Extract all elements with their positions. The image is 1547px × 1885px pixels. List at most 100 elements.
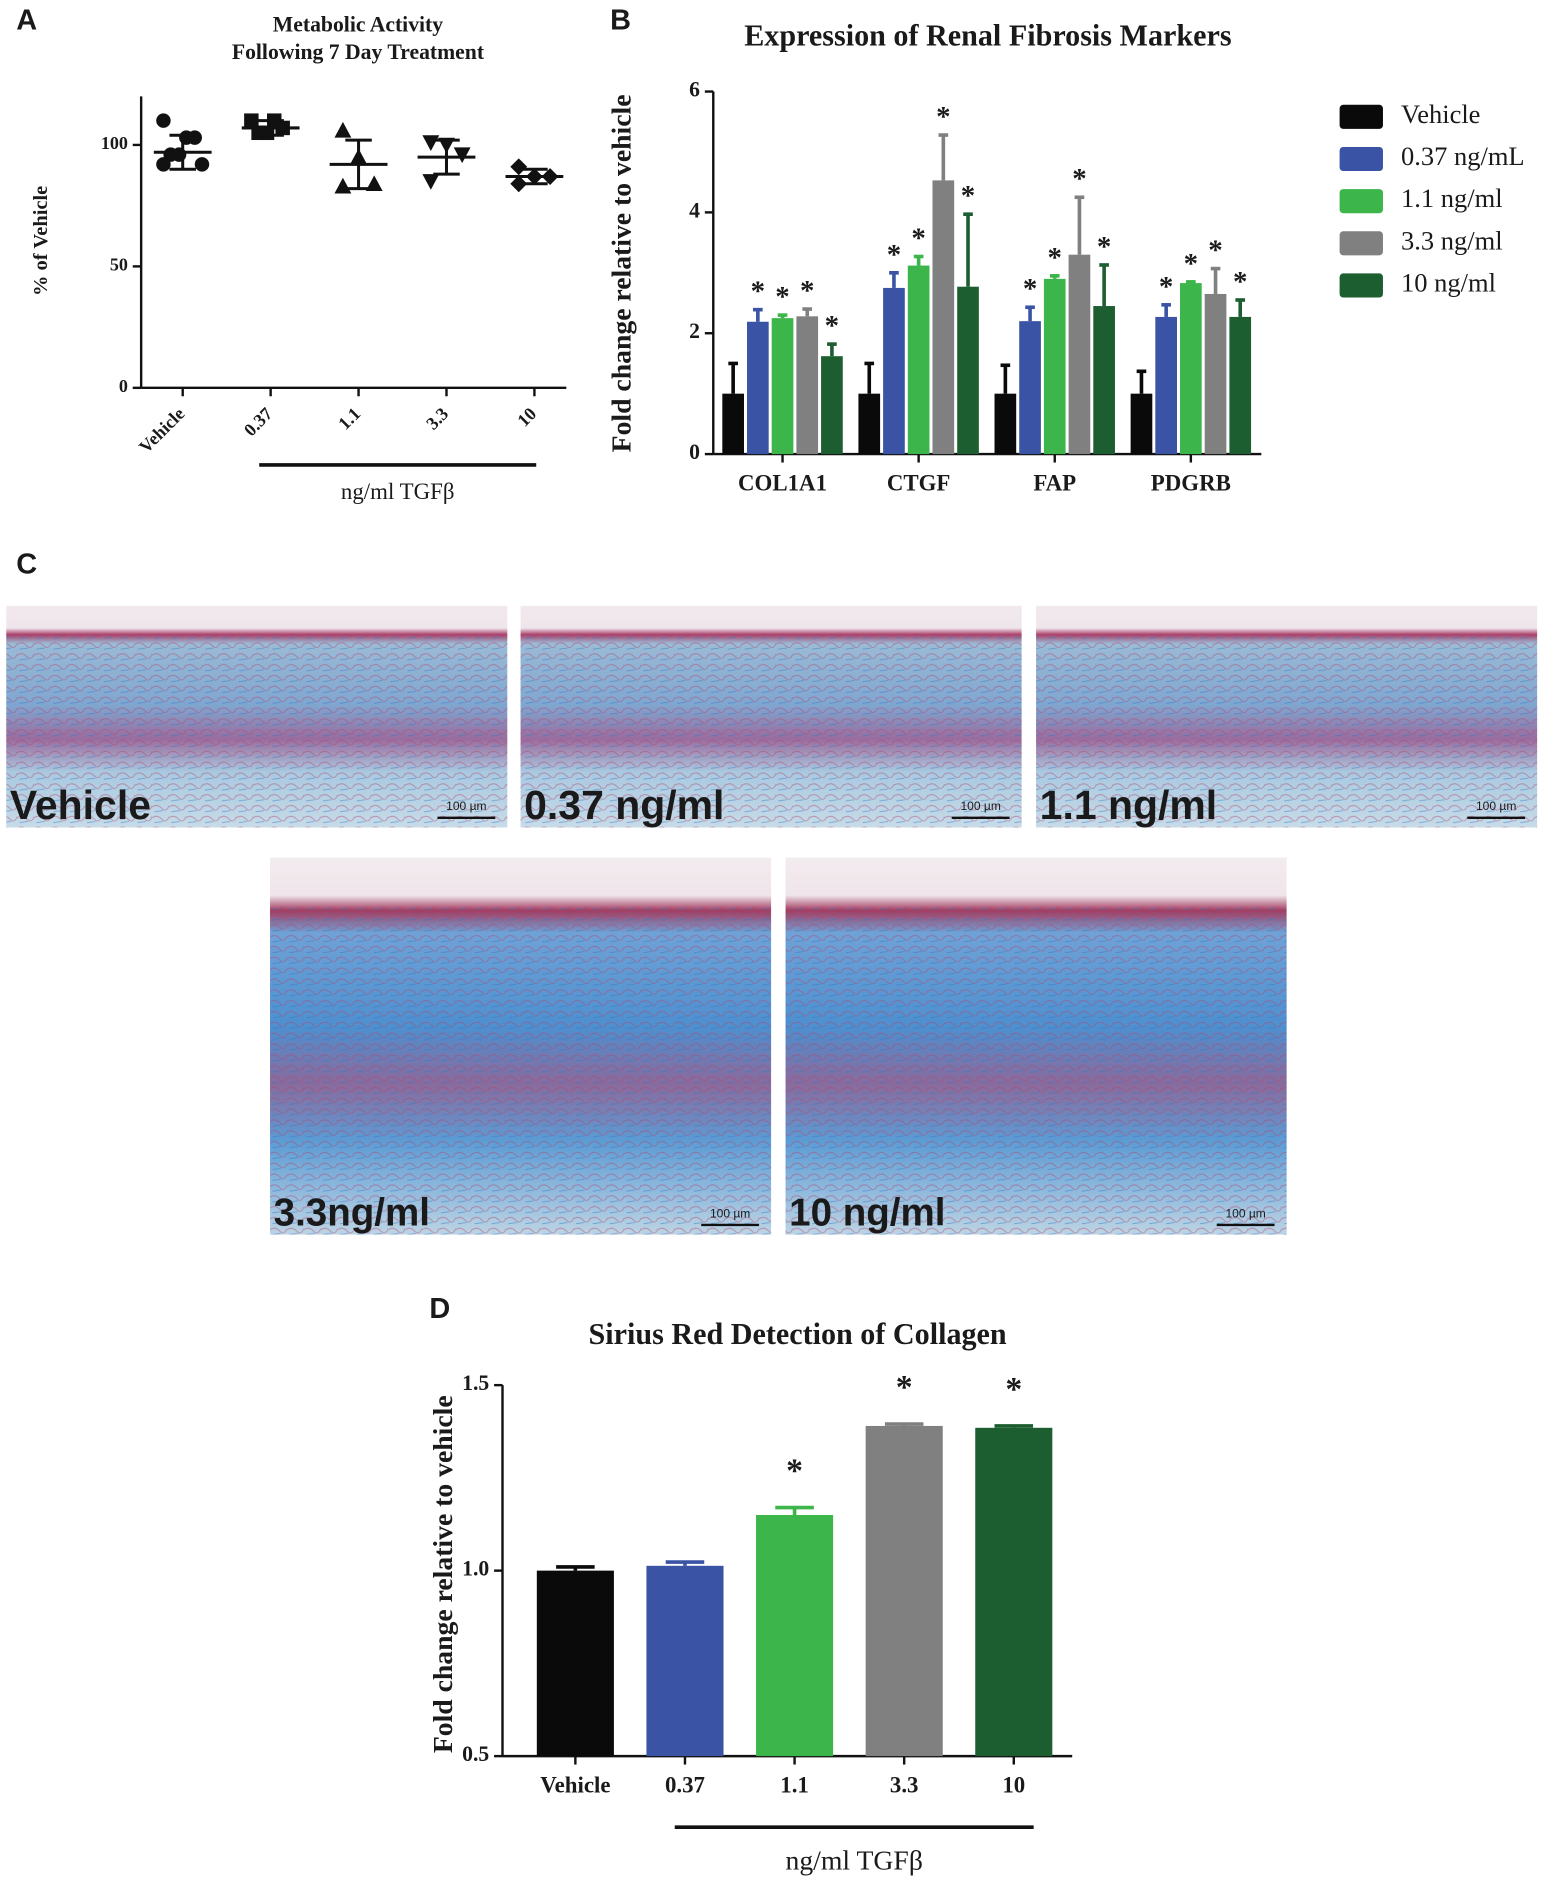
bar <box>957 286 979 455</box>
x-tick-label: 3.3 <box>422 404 452 434</box>
bar <box>1068 254 1091 455</box>
significance-mark: * <box>911 222 925 254</box>
group-label: ng/ml TGFβ <box>785 1845 922 1876</box>
bar <box>1155 316 1177 455</box>
x-tick-label: PDGRB <box>1151 471 1231 496</box>
data-point <box>334 121 352 138</box>
x-tick-label: 1.1 <box>780 1773 809 1798</box>
legend-swatch <box>1339 189 1383 214</box>
bar <box>994 393 1017 455</box>
micrograph-label: 3.3ng/ml <box>274 1192 430 1235</box>
bar <box>932 180 955 455</box>
micrograph-label: Vehicle <box>10 782 151 828</box>
legend-swatch <box>1339 146 1383 172</box>
bar <box>907 265 930 455</box>
data-point <box>510 158 528 176</box>
data-point <box>334 177 352 194</box>
bar <box>536 1570 614 1757</box>
significance-mark: * <box>1097 231 1111 263</box>
data-point <box>156 113 171 128</box>
panel-label: A <box>16 4 37 36</box>
significance-mark: * <box>936 101 950 133</box>
x-tick-label: Vehicle <box>540 1773 610 1798</box>
bar <box>1180 283 1202 455</box>
chart-title: Following 7 Day Treatment <box>232 40 485 64</box>
significance-mark: * <box>751 276 765 308</box>
panel-label: D <box>429 1293 450 1325</box>
chart-title: Metabolic Activity <box>273 12 443 36</box>
data-point <box>422 135 440 151</box>
x-tick-label: COL1A1 <box>738 471 827 496</box>
significance-mark: * <box>1184 248 1198 280</box>
scale-bar-label: 100 µm <box>710 1206 750 1220</box>
y-tick-label: 100 <box>101 133 128 153</box>
legend-swatch <box>1339 273 1383 298</box>
scale-bar-label: 100 µm <box>1225 1206 1265 1220</box>
panel-label: B <box>610 4 631 36</box>
bar <box>1043 278 1066 455</box>
data-point <box>422 174 440 190</box>
y-tick-label: 1.5 <box>462 1371 489 1395</box>
micrograph-texture <box>520 634 1022 828</box>
significance-mark: * <box>887 239 901 271</box>
significance-mark: * <box>1023 273 1037 305</box>
bar <box>756 1514 834 1757</box>
bar <box>796 316 819 455</box>
micrograph-texture <box>270 906 772 1235</box>
legend-swatch <box>1339 231 1383 256</box>
y-tick-label: 0 <box>689 440 700 464</box>
micrograph-label: 1.1 ng/ml <box>1040 782 1217 828</box>
significance-mark: * <box>775 281 789 313</box>
scale-bar-label: 100 µm <box>446 799 486 813</box>
significance-mark: * <box>1208 235 1222 267</box>
significance-mark: * <box>786 1453 803 1490</box>
y-axis-label: Fold change relative to vehicle <box>427 1395 458 1753</box>
bar <box>1019 321 1041 455</box>
legend-label: 3.3 ng/ml <box>1401 225 1503 255</box>
x-tick-label: 10 <box>513 404 540 431</box>
y-tick-label: 4 <box>689 198 700 222</box>
data-point <box>194 157 210 172</box>
data-point <box>187 130 202 145</box>
x-tick-label: Vehicle <box>135 404 188 457</box>
x-tick-label: 10 <box>1002 1773 1025 1798</box>
bar <box>771 318 794 455</box>
x-tick-label: FAP <box>1033 471 1076 496</box>
significance-mark: * <box>1159 271 1173 303</box>
x-tick-label: 3.3 <box>890 1773 919 1798</box>
legend-label: Vehicle <box>1401 99 1480 129</box>
legend-label: 10 ng/ml <box>1401 268 1496 298</box>
data-point <box>453 147 471 164</box>
chart-title: Expression of Renal Fibrosis Markers <box>744 18 1231 52</box>
micrograph-label: 10 ng/ml <box>789 1192 945 1235</box>
bar <box>1229 316 1252 455</box>
bar <box>975 1427 1053 1757</box>
chart-title: Sirius Red Detection of Collagen <box>589 1317 1007 1351</box>
bar <box>883 287 905 455</box>
significance-mark: * <box>1072 163 1086 195</box>
data-point <box>156 157 171 172</box>
bar <box>747 321 769 455</box>
micrograph-label: 0.37 ng/ml <box>524 782 724 828</box>
x-tick-label: CTGF <box>887 471 951 496</box>
data-point <box>244 113 259 128</box>
significance-mark: * <box>1048 242 1062 274</box>
y-tick-label: 1.0 <box>462 1557 489 1581</box>
group-label: ng/ml TGFβ <box>341 479 455 504</box>
bar <box>722 393 744 455</box>
legend-swatch <box>1339 104 1383 129</box>
micrograph-texture <box>6 634 508 828</box>
bar <box>1093 306 1115 455</box>
data-point <box>365 175 383 192</box>
bar <box>1130 393 1153 455</box>
scale-bar-label: 100 µm <box>960 799 1000 813</box>
micrograph-texture <box>1036 634 1538 828</box>
y-tick-label: 50 <box>110 255 128 275</box>
x-tick-label: 0.37 <box>240 404 276 440</box>
x-tick-label: 0.37 <box>665 1773 705 1798</box>
significance-mark: * <box>1233 266 1247 298</box>
y-tick-label: 0.5 <box>462 1742 489 1766</box>
bar <box>646 1565 724 1757</box>
